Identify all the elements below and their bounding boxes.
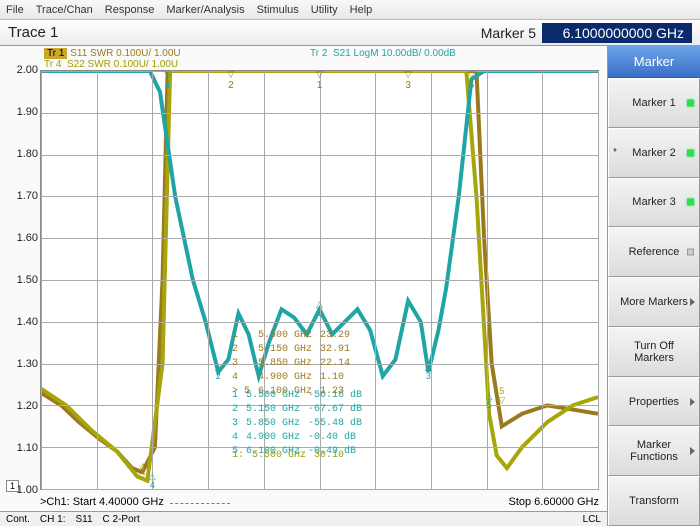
y-tick-label: 2.00 <box>17 64 38 76</box>
marker-flag-5[interactable]: ▽5 <box>468 69 475 91</box>
chevron-right-icon <box>690 398 695 406</box>
y-tick-label: 1.70 <box>17 190 38 202</box>
chevron-right-icon <box>690 298 695 306</box>
trace-marker-olive-5: 5▽ <box>498 387 505 405</box>
port-config: C 2-Port <box>103 514 140 525</box>
menu-markeranalysis[interactable]: Marker/Analysis <box>166 4 244 16</box>
y-tick-label: 1.40 <box>17 316 38 328</box>
legend-tr1: Tr 1 S11 SWR 0.100U/ 1.00U <box>44 48 181 59</box>
side-panel-title: Marker <box>608 46 700 78</box>
side-btn-properties[interactable]: Properties <box>608 377 700 427</box>
marker-freq-input[interactable]: 6.1000000000 GHz <box>542 23 692 43</box>
menu-response[interactable]: Response <box>105 4 155 16</box>
side-btn-marker-3[interactable]: Marker 3 <box>608 178 700 228</box>
y-tick-label: 1.20 <box>17 400 38 412</box>
side-btn-more-markers[interactable]: More Markers <box>608 277 700 327</box>
marker-flag-4[interactable]: ▽4 <box>164 69 171 91</box>
y-tick-label: 1.10 <box>17 442 38 454</box>
status-bar: Cont. CH 1: S11 C 2-Port LCL <box>0 511 607 526</box>
trace-marker-5: △5 <box>486 392 493 410</box>
y-tick-label: 1.30 <box>17 358 38 370</box>
side-btn-turn-off-markers[interactable]: Turn Off Markers <box>608 327 700 377</box>
chevron-right-icon <box>690 447 695 455</box>
legend-tr4: Tr 4 S22 SWR 0.100U/ 1.00U <box>44 59 178 70</box>
trace-title: Trace 1 <box>8 24 481 41</box>
menu-tracechan[interactable]: Trace/Chan <box>36 4 93 16</box>
sweep-mode: Cont. <box>6 514 30 525</box>
active-marker-label: Marker 5 <box>481 25 536 41</box>
y-tick-label: 1.80 <box>17 148 38 160</box>
y-tick-label: 1.50 <box>17 274 38 286</box>
marker-flag-1[interactable]: ▽1 <box>316 69 323 91</box>
side-btn-marker-functions[interactable]: Marker Functions <box>608 426 700 476</box>
stop-freq-label: Stop 6.60000 GHz <box>508 496 599 508</box>
plot-panel: Tr 1 S11 SWR 0.100U/ 1.00U Tr 4 S22 SWR … <box>0 46 608 526</box>
legend-tr2: Tr 2 S21 LogM 10.00dB/ 0.00dB <box>310 48 456 59</box>
lcl-label: LCL <box>583 514 601 525</box>
marker-flag-2[interactable]: ▽2 <box>227 69 234 91</box>
trace-marker-3: △3 <box>425 363 432 381</box>
y-tick-label: 1.60 <box>17 232 38 244</box>
side-btn-marker-1[interactable]: Marker 1 <box>608 78 700 128</box>
y-tick-label: 1.90 <box>17 106 38 118</box>
header-bar: Trace 1 Marker 5 6.1000000000 GHz <box>0 20 700 46</box>
active-star-icon: * <box>613 147 617 158</box>
trace-marker-1: △1 <box>316 300 323 318</box>
marker-table-s22: 1:5.500 GHz30.10 <box>230 448 352 464</box>
side-btn-transform[interactable]: Transform <box>608 476 700 526</box>
y-tick-label: 1.00 <box>17 484 38 496</box>
marker-flag-3[interactable]: ▽3 <box>405 69 412 91</box>
param-box[interactable]: S11 <box>75 514 92 525</box>
trace-marker-olive-4: 4▽ <box>139 463 146 481</box>
trace-marker-2: △2 <box>215 363 222 381</box>
side-btn-reference[interactable]: Reference <box>608 227 700 277</box>
menu-bar: File Trace/Chan Response Marker/Analysis Sti… <box>0 0 700 20</box>
led-icon <box>687 99 694 106</box>
menu-utility[interactable]: Utility <box>311 4 338 16</box>
menu-stimulus[interactable]: Stimulus <box>257 4 299 16</box>
channel-label: CH 1: <box>40 514 66 525</box>
side-panel: Marker Marker 1Marker 2*Marker 3Referenc… <box>608 46 700 526</box>
led-icon <box>687 149 694 156</box>
menu-file[interactable]: File <box>6 4 24 16</box>
trace-marker-4: △4 <box>149 472 156 490</box>
led-icon <box>687 249 694 256</box>
led-icon <box>687 199 694 206</box>
side-btn-marker-2[interactable]: Marker 2* <box>608 128 700 178</box>
start-freq-label: >Ch1: Start 4.40000 GHz <box>40 496 164 508</box>
menu-help[interactable]: Help <box>350 4 373 16</box>
